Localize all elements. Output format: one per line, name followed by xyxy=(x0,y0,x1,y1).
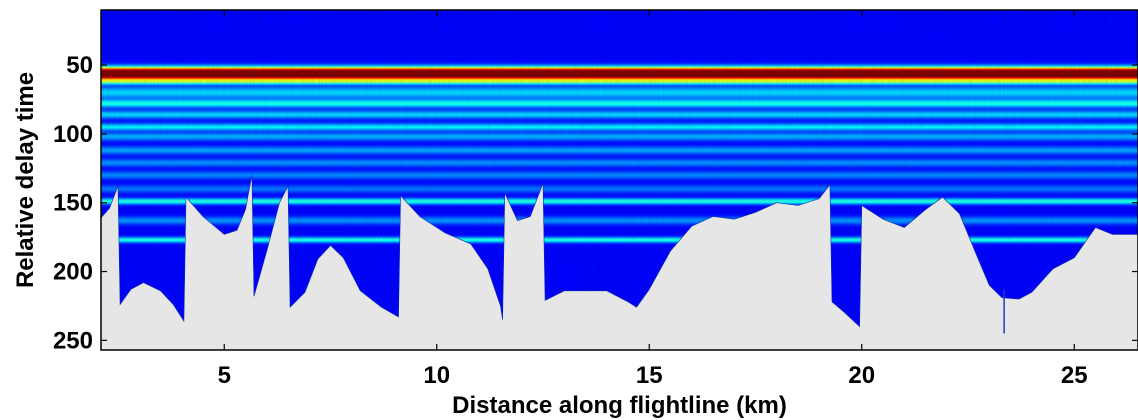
y-tick-label: 150 xyxy=(53,190,93,217)
x-tick-label: 5 xyxy=(218,362,231,389)
plot-frame xyxy=(100,9,1138,351)
x-tick-label: 15 xyxy=(636,362,663,389)
y-tick-label: 200 xyxy=(53,259,93,286)
y-tick-label: 100 xyxy=(53,121,93,148)
x-tick-label: 20 xyxy=(848,362,875,389)
y-axis-label: Relative delay time xyxy=(12,72,39,288)
x-tick-label: 10 xyxy=(423,362,450,389)
x-axis-label: Distance along flightline (km) xyxy=(452,392,787,419)
x-tick-label: 25 xyxy=(1061,362,1088,389)
y-tick-label: 50 xyxy=(66,52,93,79)
masked-region xyxy=(101,175,1138,350)
y-tick-label: 250 xyxy=(53,327,93,354)
